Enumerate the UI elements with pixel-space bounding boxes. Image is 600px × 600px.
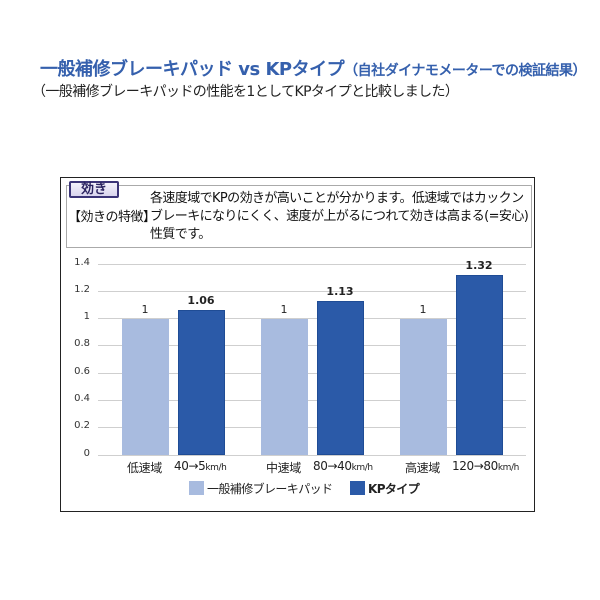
x-label-zone: 高速域 [405, 461, 440, 475]
bar-kp-type [456, 275, 503, 455]
gridline [98, 345, 526, 346]
bar-general-pad [400, 319, 447, 455]
y-tick: 0.8 [74, 338, 90, 349]
title-note: （自社ダイナモメーターでの検証結果） [344, 63, 587, 79]
bar-value-label: 1.32 [465, 259, 493, 272]
gridline [98, 455, 526, 456]
x-label-zone: 中速域 [266, 461, 301, 475]
bar-value-label: 1 [419, 303, 427, 316]
bar-kp-type [317, 301, 364, 455]
desc-line: 各速度域でKPの効きが高いことが分かります。低速域ではカックン [150, 191, 524, 206]
y-tick: 0.2 [74, 420, 90, 431]
page-subtitle: （一般補修ブレーキパッドの性能を1としてKPタイプと比較しました） [32, 84, 459, 100]
legend-swatch-general [189, 481, 204, 495]
bar-general-pad [122, 319, 169, 455]
desc-line: 性質です。 [150, 227, 211, 242]
bar-value-label: 1 [280, 303, 288, 316]
y-tick: 1.4 [74, 257, 90, 268]
y-tick: 0.6 [74, 366, 90, 377]
legend-label-general: 一般補修ブレーキパッド [207, 482, 333, 496]
feature-description: 各速度域でKPの効きが高いことが分かります。低速域ではカックン ブレーキになりに… [150, 190, 530, 244]
bar-general-pad [261, 319, 308, 455]
gridline [98, 373, 526, 374]
title-main: 一般補修ブレーキパッド vs KPタイプ [40, 59, 345, 80]
gridline [98, 264, 526, 265]
y-tick: 1 [83, 311, 90, 322]
feature-label: 【効きの特徴】 [68, 210, 156, 225]
effect-badge: 効き [69, 181, 119, 198]
x-label-zone: 低速域 [127, 461, 162, 475]
x-label-speed: 40→5km/h [174, 459, 227, 473]
desc-line: ブレーキになりにくく、速度が上がるにつれて効きは高まる(=安心) [150, 209, 529, 224]
x-label-speed: 80→40km/h [313, 459, 373, 473]
bar-value-label: 1.06 [187, 294, 215, 307]
bar-value-label: 1.13 [326, 285, 354, 298]
bar-value-label: 1 [141, 303, 149, 316]
y-tick: 0.4 [74, 393, 90, 404]
gridline [98, 318, 526, 319]
info-box [66, 185, 532, 248]
bar-kp-type [178, 310, 225, 455]
legend-label-kp: KPタイプ [368, 482, 420, 496]
y-tick: 0 [83, 448, 90, 459]
gridline [98, 291, 526, 292]
gridline [98, 427, 526, 428]
gridline [98, 400, 526, 401]
legend-swatch-kp [350, 481, 365, 495]
x-label-speed: 120→80km/h [452, 459, 519, 473]
page-title: 一般補修ブレーキパッド vs KPタイプ（自社ダイナモメーターでの検証結果） [40, 55, 587, 81]
y-tick: 1.2 [74, 284, 90, 295]
